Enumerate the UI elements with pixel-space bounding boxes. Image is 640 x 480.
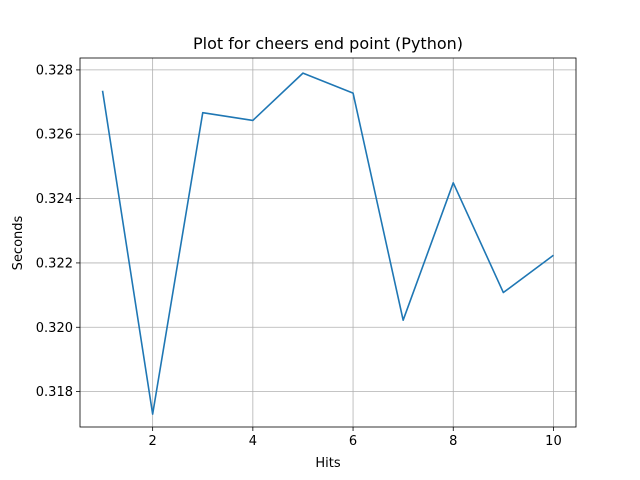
x-ticks: 2 4 6 8 10 xyxy=(149,427,562,449)
y-tick-label: 0.320 xyxy=(36,321,73,336)
x-tick-label: 8 xyxy=(449,434,457,449)
data-point xyxy=(201,111,204,114)
y-tick-label: 0.322 xyxy=(36,256,73,271)
y-tick-label: 0.326 xyxy=(36,128,73,143)
y-tick-label: 0.328 xyxy=(36,63,73,78)
data-point xyxy=(352,92,355,95)
data-point xyxy=(151,413,154,416)
y-tick-label: 0.318 xyxy=(36,385,73,400)
axes-frame xyxy=(79,57,577,428)
data-point xyxy=(452,181,455,184)
y-ticks: 0.318 0.320 0.322 0.324 0.326 0.328 xyxy=(36,63,80,400)
data-point xyxy=(101,89,104,92)
x-tick-label: 10 xyxy=(545,434,562,449)
x-tick-label: 4 xyxy=(249,434,257,449)
data-point xyxy=(251,119,254,122)
y-axis-label: Seconds xyxy=(11,215,26,270)
data-point xyxy=(301,72,304,75)
data-point xyxy=(552,254,555,257)
x-tick-label: 2 xyxy=(149,434,157,449)
series-line xyxy=(101,72,554,415)
x-tick-label: 6 xyxy=(349,434,357,449)
chart-title: Plot for cheers end point (Python) xyxy=(193,34,463,53)
series-layer xyxy=(101,72,555,416)
data-point xyxy=(402,319,405,322)
x-axis-label: Hits xyxy=(315,456,340,471)
y-tick-label: 0.324 xyxy=(36,192,73,207)
data-point xyxy=(502,291,505,294)
